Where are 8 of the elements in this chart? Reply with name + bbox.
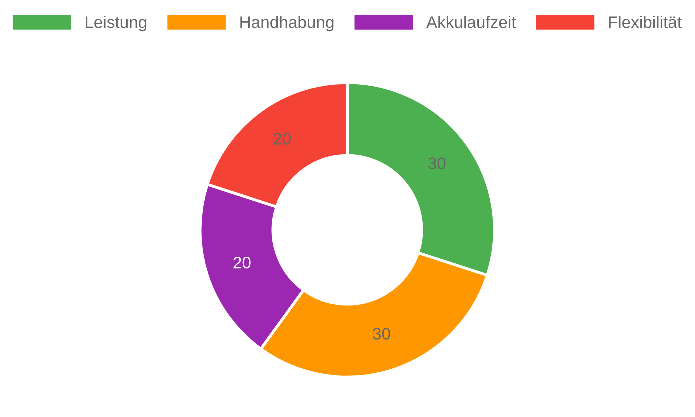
legend-label: Flexibilität — [609, 16, 682, 28]
data-label: 20 — [234, 256, 251, 269]
data-label: 30 — [373, 328, 390, 340]
data-label: 30 — [428, 158, 446, 170]
legend-label: Handhabung — [240, 16, 334, 32]
data-label: 20 — [274, 133, 292, 145]
legend-label: Akkulaufzeit — [426, 16, 516, 28]
legend-label: Leistung — [86, 16, 147, 32]
